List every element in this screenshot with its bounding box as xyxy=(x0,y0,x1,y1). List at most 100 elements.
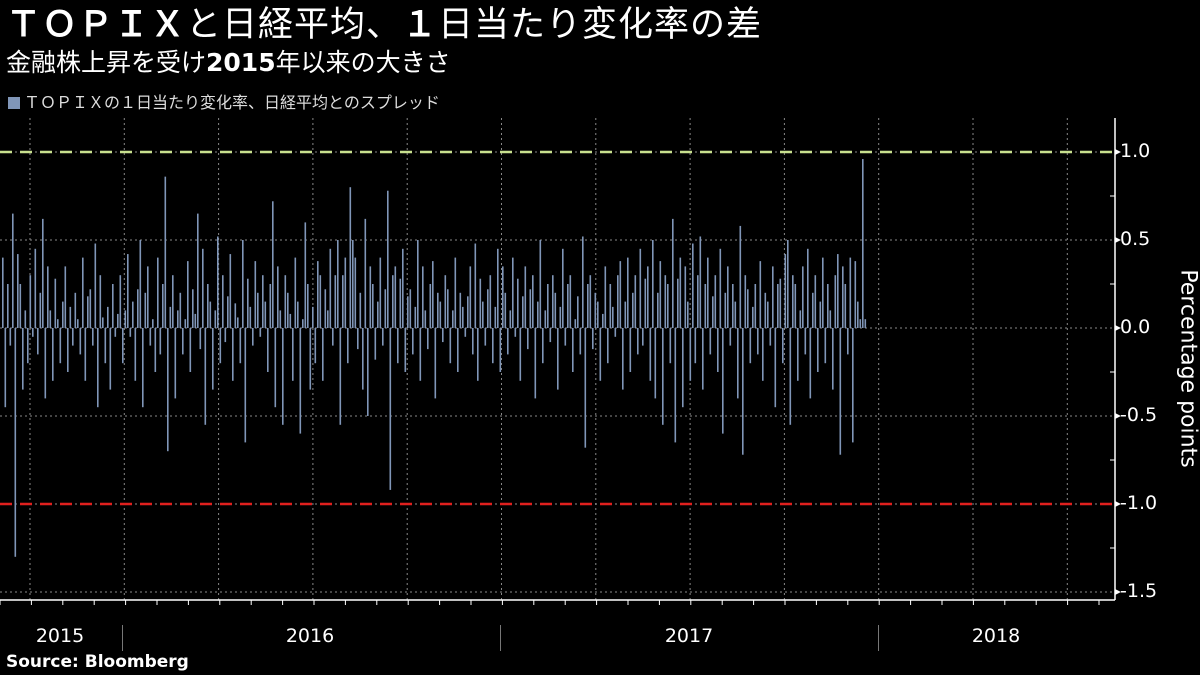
data-bar xyxy=(64,266,67,328)
data-bar xyxy=(342,275,344,328)
y-tick-arrow xyxy=(1115,413,1121,419)
data-bar xyxy=(784,254,787,328)
data-bar xyxy=(419,328,422,381)
y-tick-arrow xyxy=(1115,237,1121,243)
data-bar xyxy=(587,284,589,328)
data-bar xyxy=(429,284,432,328)
data-bar xyxy=(239,328,242,364)
year-separator xyxy=(878,625,879,651)
data-bar xyxy=(77,319,79,328)
data-bar xyxy=(257,292,259,328)
data-bar xyxy=(402,248,404,328)
data-bar xyxy=(602,313,604,328)
data-bar xyxy=(177,310,179,328)
data-bar xyxy=(44,328,47,399)
data-bar xyxy=(382,328,384,346)
data-bar xyxy=(652,240,654,328)
data-bar xyxy=(29,275,32,328)
data-bar xyxy=(217,236,219,328)
data-bar xyxy=(242,240,244,328)
data-bar xyxy=(442,328,444,343)
data-bar xyxy=(557,328,559,390)
data-bar xyxy=(639,248,642,328)
data-bar xyxy=(237,317,239,328)
data-bar xyxy=(389,328,392,490)
data-bar xyxy=(224,328,227,343)
data-bar xyxy=(359,292,362,328)
data-bar xyxy=(457,328,459,372)
data-bar xyxy=(819,301,822,328)
data-bar xyxy=(559,306,562,328)
data-bar xyxy=(734,301,737,328)
data-bar xyxy=(782,328,784,364)
data-bar xyxy=(714,275,717,328)
data-bar xyxy=(409,289,412,328)
data-bar xyxy=(54,278,57,328)
data-bar xyxy=(649,328,652,381)
data-bar xyxy=(682,328,684,408)
data-bar xyxy=(49,310,52,328)
data-bar xyxy=(622,328,624,390)
y-tick-label: -1.0 xyxy=(1120,492,1158,514)
data-bar xyxy=(127,254,129,328)
data-bar xyxy=(529,289,532,328)
data-bar xyxy=(854,261,857,328)
y-tick-label: 1.0 xyxy=(1120,140,1151,162)
data-bar xyxy=(134,328,137,381)
data-bar xyxy=(112,284,114,328)
data-bar xyxy=(232,328,234,381)
data-bar xyxy=(399,278,402,328)
data-bar xyxy=(787,240,789,328)
data-bar xyxy=(534,328,537,399)
data-bar xyxy=(89,289,92,328)
data-bar xyxy=(704,284,707,328)
data-bar xyxy=(22,328,24,390)
data-bar xyxy=(104,328,107,364)
data-bar xyxy=(749,328,752,364)
data-bar xyxy=(582,236,584,328)
data-bar xyxy=(284,275,287,328)
data-bar xyxy=(244,328,247,443)
data-bar xyxy=(484,328,487,346)
data-bar xyxy=(864,319,867,328)
data-bar xyxy=(384,289,387,328)
data-bar xyxy=(254,261,257,328)
data-bar xyxy=(744,275,747,328)
x-year-label: 2016 xyxy=(285,625,335,647)
data-bar xyxy=(554,292,557,328)
data-bar xyxy=(14,328,17,557)
data-bar xyxy=(687,301,689,328)
data-bar xyxy=(259,328,262,337)
data-bar xyxy=(194,313,197,328)
data-bar xyxy=(292,328,294,381)
data-bar xyxy=(144,292,147,328)
chart-subtitle: 金融株上昇を受け2015年以来の大きさ xyxy=(6,48,451,77)
data-bar xyxy=(187,261,189,328)
y-tick-label: 0.5 xyxy=(1120,228,1151,250)
data-bar xyxy=(172,275,174,328)
data-bar xyxy=(664,275,667,328)
data-bar xyxy=(692,243,694,328)
data-bar xyxy=(779,278,782,328)
data-bar xyxy=(619,261,622,328)
data-bar xyxy=(137,289,139,328)
data-bar xyxy=(617,275,619,328)
data-bar xyxy=(227,296,229,328)
data-bar xyxy=(677,278,679,328)
data-bar xyxy=(672,218,674,328)
data-bar xyxy=(594,292,597,328)
data-bar xyxy=(774,328,777,408)
data-bar xyxy=(92,328,94,346)
data-bar xyxy=(269,284,272,328)
data-bar xyxy=(812,292,814,328)
data-bar xyxy=(222,275,224,328)
data-bar xyxy=(754,284,757,328)
data-bar xyxy=(697,275,699,328)
data-bar xyxy=(584,328,587,448)
y-tick-arrow xyxy=(1115,149,1121,155)
data-bar xyxy=(527,328,529,350)
data-bar xyxy=(762,328,764,381)
data-bar xyxy=(852,328,854,443)
data-bar xyxy=(607,328,609,364)
data-bar xyxy=(362,328,364,390)
